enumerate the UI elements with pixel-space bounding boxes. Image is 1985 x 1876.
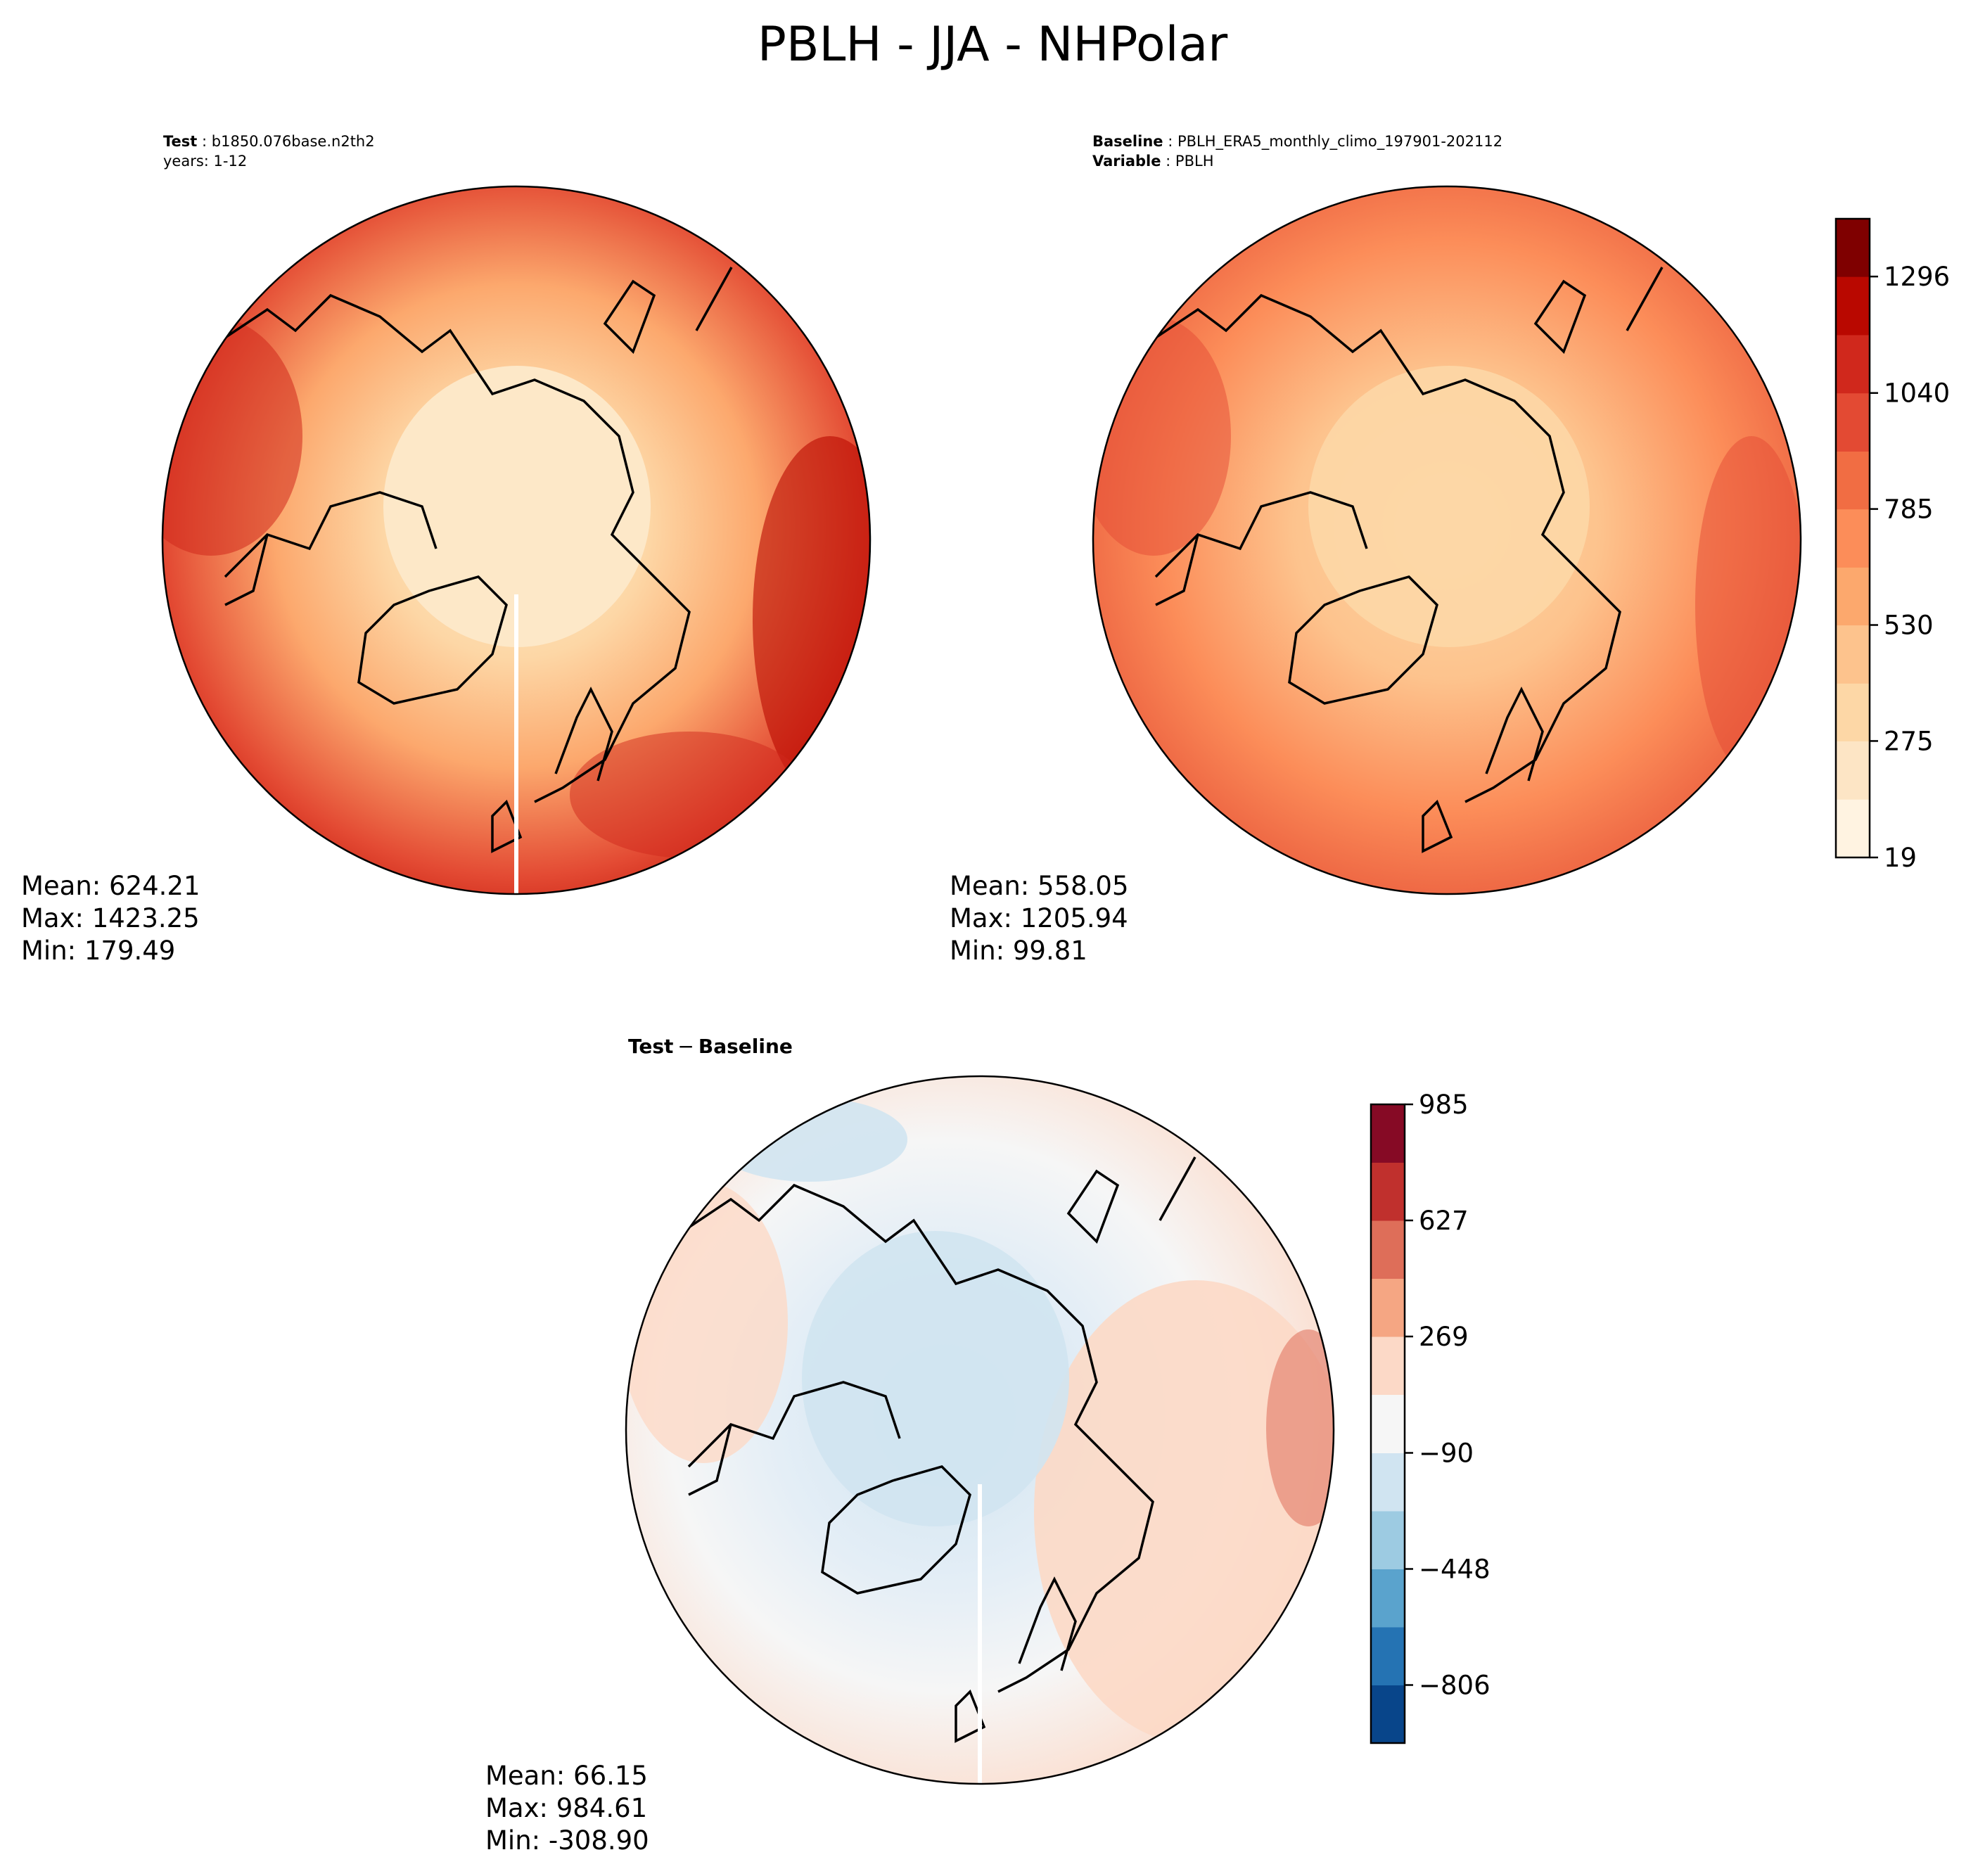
baseline-panel: Baseline : PBLH_ERA5_monthly_climo_19790… <box>950 133 1950 966</box>
baseline-colorbar-segment <box>1836 393 1870 452</box>
baseline-colorbar-frame <box>1834 217 1871 859</box>
difference-map-border <box>625 1075 1335 1785</box>
difference-coast-northpacific <box>1066 1156 1196 1244</box>
baseline-field-region <box>1308 366 1590 647</box>
baseline-colorbar-segment <box>1836 451 1870 510</box>
difference-colorbar-tick-label: −448 <box>1419 1554 1491 1584</box>
baseline-coast-greenland <box>1288 575 1438 705</box>
difference-coast-americas <box>687 1381 901 1496</box>
test-header-line1: Test : b1850.076base.n2th2 <box>163 133 375 150</box>
difference-colorbar-tick-label: 627 <box>1419 1206 1469 1236</box>
baseline-colorbar-segment <box>1836 741 1870 800</box>
test-map <box>162 186 870 894</box>
baseline-colorbar-tick-label: 785 <box>1884 494 1934 525</box>
difference-title-test: Test <box>628 1035 673 1058</box>
baseline-coast-northpacific <box>1533 267 1664 355</box>
baseline-field-region <box>1093 317 1231 556</box>
difference-coast-eurasia <box>688 1183 1154 1693</box>
baseline-colorbar-tick-label: 19 <box>1884 843 1917 873</box>
test-stat-max: Max: 1423.25 <box>21 903 200 933</box>
test-stat-mean: Mean: 624.21 <box>21 871 200 901</box>
test-seam <box>514 594 518 894</box>
difference-title: Test − Baseline <box>628 1035 793 1058</box>
difference-seam <box>978 1484 982 1784</box>
baseline-coast-eurasia <box>1155 293 1621 803</box>
baseline-colorbar-tick-label: 530 <box>1884 611 1934 641</box>
baseline-coast-scandinavia <box>1422 687 1544 853</box>
test-header-case: b1850.076base.n2th2 <box>212 133 375 150</box>
difference-colorbar-segment <box>1371 1569 1405 1628</box>
difference-colorbar-frame <box>1370 1103 1406 1744</box>
baseline-variable-value: PBLH <box>1175 153 1214 170</box>
test-coast-northpacific <box>603 267 733 355</box>
difference-coast-greenland <box>821 1465 971 1595</box>
difference-colorbar: −806 −448 −90 269 627 985 <box>1370 1090 1491 1744</box>
difference-title-baseline: Baseline <box>698 1035 793 1058</box>
difference-stat-min: Min: -308.90 <box>485 1825 649 1856</box>
difference-colorbar-segment <box>1371 1278 1405 1337</box>
difference-colorbar-segment <box>1371 1510 1405 1569</box>
test-coast-americas <box>224 491 438 606</box>
difference-stat-mean: Mean: 66.15 <box>485 1761 648 1791</box>
difference-field-region <box>802 1231 1069 1526</box>
difference-panel: Test − Baseline Mean: 66.15 Max: 984.61 Mi… <box>485 1035 1491 1856</box>
difference-field-region <box>626 1182 788 1463</box>
test-header-years: years: 1-12 <box>163 153 247 170</box>
difference-colorbar-tick-label: 269 <box>1419 1322 1469 1352</box>
baseline-header-label: Baseline <box>1092 133 1163 150</box>
difference-colorbar-tick-label: −90 <box>1419 1438 1474 1468</box>
baseline-header-line2: Variable : PBLH <box>1092 153 1213 170</box>
test-header-label: Test <box>163 133 197 150</box>
difference-coast-scandinavia <box>955 1576 1077 1743</box>
baseline-map <box>1093 186 1801 894</box>
difference-colorbar-tick-label: −806 <box>1419 1670 1491 1700</box>
baseline-colorbar-segment <box>1836 509 1870 568</box>
difference-field-region <box>1266 1329 1334 1526</box>
baseline-colorbar-tick-label: 275 <box>1884 726 1934 756</box>
difference-title-operator: − <box>677 1035 694 1058</box>
difference-colorbar-segment <box>1371 1685 1405 1744</box>
test-panel: Test : b1850.076base.n2th2 years: 1-12 M… <box>21 133 872 966</box>
difference-stat-max: Max: 984.61 <box>485 1793 647 1823</box>
test-field-region <box>753 436 870 802</box>
difference-colorbar-segment <box>1371 1453 1405 1512</box>
figure-title: PBLH - JJA - NHPolar <box>758 17 1227 72</box>
baseline-colorbar-tick-label: 1296 <box>1884 262 1950 292</box>
baseline-colorbar-segment <box>1836 799 1870 858</box>
difference-colorbar-segment <box>1371 1104 1405 1163</box>
baseline-colorbar-segment <box>1836 276 1870 336</box>
baseline-variable-label: Variable <box>1092 153 1161 170</box>
baseline-field-region <box>1695 436 1801 774</box>
difference-colorbar-segment <box>1371 1626 1405 1685</box>
test-coast-eurasia <box>224 293 691 803</box>
difference-map <box>626 1076 1334 1784</box>
test-map-border <box>161 185 872 895</box>
baseline-colorbar-segment <box>1836 219 1870 277</box>
baseline-colorbar-tick-label: 1040 <box>1884 378 1950 409</box>
baseline-header-line1: Baseline : PBLH_ERA5_monthly_climo_19790… <box>1092 133 1502 151</box>
baseline-colorbar-segment <box>1836 334 1870 394</box>
baseline-colorbar: 19 275 530 785 1040 1296 <box>1834 217 1950 873</box>
baseline-stat-max: Max: 1205.94 <box>950 903 1128 933</box>
baseline-stat-min: Min: 99.81 <box>950 936 1087 966</box>
difference-colorbar-segment <box>1371 1336 1405 1396</box>
baseline-coast-americas <box>1154 491 1368 606</box>
test-coast-scandinavia <box>491 687 613 853</box>
test-field-region <box>162 317 302 556</box>
baseline-header-case: PBLH_ERA5_monthly_climo_197901-202112 <box>1177 133 1502 151</box>
baseline-colorbar-segment <box>1836 625 1870 684</box>
difference-colorbar-tick-label: 985 <box>1419 1090 1469 1120</box>
difference-colorbar-segment <box>1371 1162 1405 1221</box>
baseline-map-border <box>1092 185 1802 895</box>
difference-colorbar-segment <box>1371 1394 1405 1453</box>
test-stat-min: Min: 179.49 <box>21 936 175 966</box>
baseline-colorbar-segment <box>1836 567 1870 626</box>
test-coast-greenland <box>357 575 508 705</box>
test-field-region <box>383 366 651 647</box>
baseline-colorbar-segment <box>1836 683 1870 741</box>
difference-colorbar-segment <box>1371 1220 1405 1280</box>
baseline-stat-mean: Mean: 558.05 <box>950 871 1129 901</box>
